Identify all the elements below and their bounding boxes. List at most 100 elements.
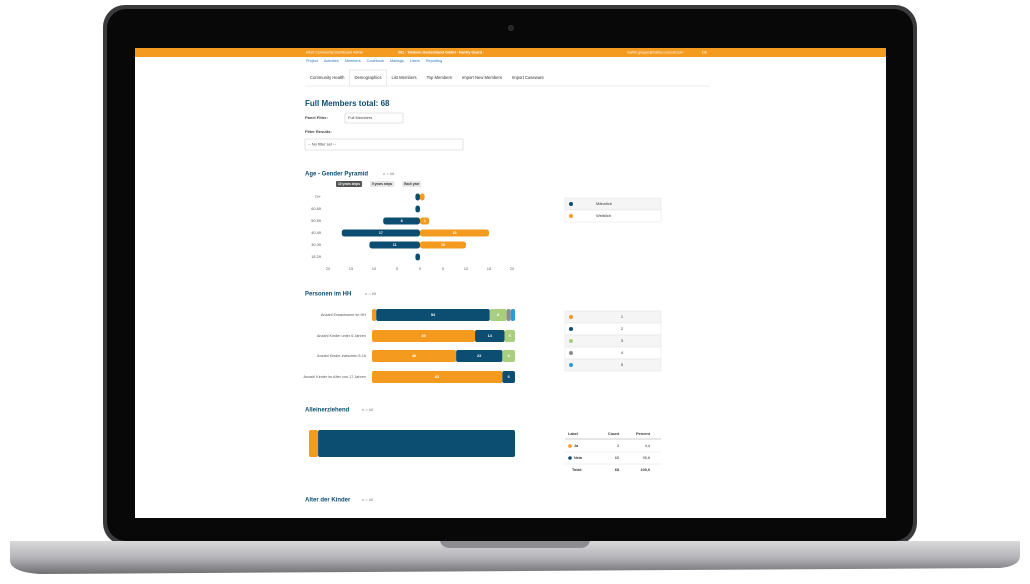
table-cell: Ja	[574, 444, 579, 448]
y-tick-label: 30-39	[311, 243, 321, 247]
menu-item[interactable]: Mailings	[390, 59, 404, 63]
notch	[440, 541, 590, 548]
y-tick-label: 18-29	[311, 255, 321, 259]
legend-row	[564, 358, 662, 372]
bar-segment	[502, 371, 515, 383]
legend-row	[564, 310, 662, 324]
bar-label: 2	[424, 219, 426, 223]
legend-label: 2	[621, 326, 624, 331]
bar	[420, 217, 430, 225]
table-header: Percent	[636, 432, 651, 436]
legend-label: 3	[621, 338, 624, 343]
bar-segment	[475, 330, 505, 342]
legend-swatch	[569, 202, 573, 206]
bar-segment	[318, 430, 515, 457]
n-label: n = 68	[383, 171, 395, 176]
bar	[341, 229, 420, 237]
tab-label[interactable]: Import Caseware	[512, 75, 545, 80]
menu-item[interactable]: Reporting	[426, 59, 442, 63]
n-label: n = 68	[362, 497, 374, 502]
n-label: n = 68	[365, 291, 377, 296]
bar-segment	[504, 330, 515, 342]
menu-item[interactable]: Codebook	[367, 59, 384, 63]
x-tick-label: 5	[442, 266, 445, 271]
lang[interactable]: DE	[702, 50, 708, 54]
bar-label: 49	[421, 334, 425, 338]
step-label[interactable]: 10 years steps	[338, 182, 360, 186]
y-tick-label: 50-59	[311, 219, 321, 223]
project-name[interactable]: 301 - Telekom Deutschland GmbH - Family …	[398, 50, 485, 54]
section-title: Alleinerziehend	[305, 408, 350, 414]
bar	[415, 253, 420, 261]
legend-swatch	[569, 214, 573, 218]
menu-item[interactable]: Users	[410, 59, 420, 63]
category-label: Anzahl Kinder unter 6 Jahren	[317, 334, 366, 338]
tab[interactable]	[349, 69, 387, 87]
bar-label: 14	[488, 334, 493, 338]
table-header: Label	[568, 432, 578, 436]
section-title: Alter der Kinder	[305, 498, 351, 504]
tab-label[interactable]: List Members	[391, 75, 416, 80]
bar-segment	[309, 430, 319, 457]
bar-segment	[372, 350, 457, 362]
bar-segment	[510, 309, 515, 321]
legend-label: Weiblich	[596, 213, 611, 218]
step-button[interactable]	[402, 181, 422, 187]
x-tick-label: 10	[372, 266, 377, 271]
table-total: 68	[615, 468, 619, 472]
category-label: Anzahl Erwachsene im HH	[321, 313, 366, 317]
legend-row	[564, 334, 662, 348]
menu-item[interactable]: Activities	[324, 59, 339, 63]
step-button[interactable]	[369, 181, 395, 187]
table-cell: 3	[617, 444, 619, 448]
bar	[415, 193, 420, 201]
legend-swatch	[569, 315, 573, 319]
n-label: n = 68	[362, 407, 374, 412]
bar-label: 22	[477, 354, 481, 358]
bar-segment	[372, 330, 476, 342]
section-title: Personen im HH	[305, 292, 351, 298]
legend-row	[564, 346, 662, 360]
tab-label[interactable]: Demographics	[354, 75, 381, 80]
bar-label: 11	[393, 243, 397, 247]
section-title: Age - Gender Pyramid	[305, 172, 368, 178]
tab-label[interactable]: Import New Members	[462, 75, 502, 80]
bar-label: 17	[379, 231, 383, 235]
menu-item[interactable]: Members	[345, 59, 361, 63]
bar	[420, 229, 489, 237]
legend-swatch	[569, 351, 573, 355]
panel-filter-value: Full Members	[348, 115, 372, 120]
bar-label: 5	[509, 334, 511, 338]
panel-filter-select[interactable]	[344, 112, 404, 124]
camera	[508, 25, 514, 31]
menu-item[interactable]: Project	[306, 59, 319, 63]
step-label[interactable]: Each year	[404, 182, 420, 186]
bar-label: 6	[508, 354, 510, 358]
nav-left[interactable]: InfoX Community Dashboard Admin	[306, 50, 363, 54]
filter-results-value: -- No filter set --	[308, 142, 336, 147]
x-tick-label: 10	[464, 266, 469, 271]
user[interactable]: martin.gruppe@insites-consult.com	[627, 50, 683, 54]
bar-label: 8	[497, 313, 499, 317]
bar	[369, 241, 420, 249]
table-cell: 95,6	[643, 456, 650, 460]
legend-label: 1	[621, 314, 624, 319]
legend-swatch	[569, 339, 573, 343]
step-button[interactable]	[336, 181, 362, 187]
bar	[383, 217, 420, 225]
y-tick-label: 60-69	[311, 207, 321, 211]
bar-segment	[506, 309, 511, 321]
step-label[interactable]: 5 years steps	[372, 182, 392, 186]
tab-label[interactable]: Top Members	[427, 75, 452, 80]
table-total: Total:	[572, 468, 582, 472]
bar	[420, 241, 466, 249]
filter-results-select[interactable]	[304, 138, 464, 151]
legend-row	[564, 197, 662, 211]
bar-label: 62	[435, 375, 439, 379]
legend-swatch	[569, 363, 573, 367]
x-tick-label: 15	[487, 266, 492, 271]
tab-label[interactable]: Community Health	[310, 75, 345, 80]
bar-segment	[456, 350, 503, 362]
